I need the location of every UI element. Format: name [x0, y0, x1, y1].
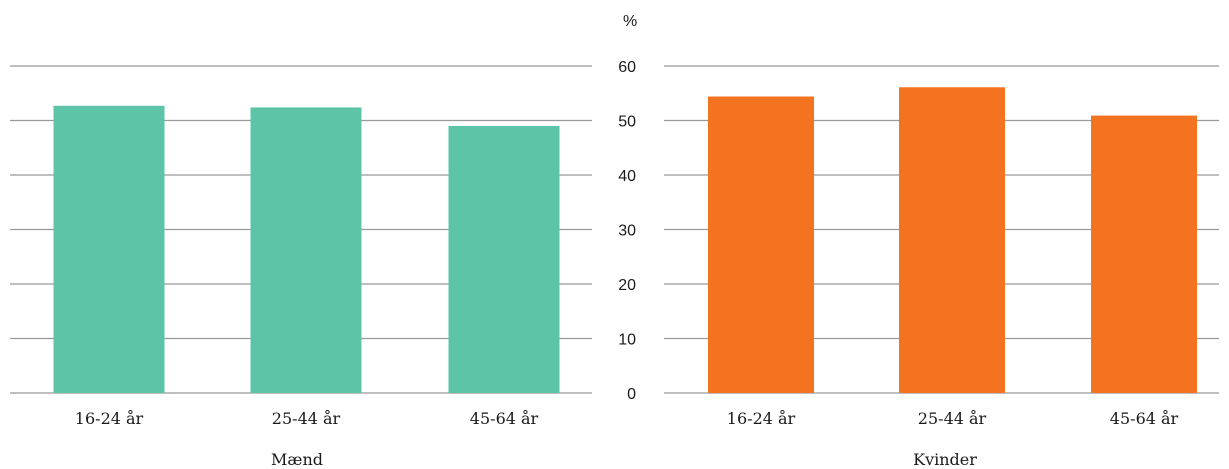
panel-maend: 16-24 år 25-44 år 45-64 år Mænd	[10, 65, 592, 469]
bars	[708, 87, 1197, 394]
bars	[53, 105, 560, 394]
x-tick-label: 16-24 år	[75, 409, 144, 428]
bar	[448, 125, 560, 393]
y-tick-label: 60	[618, 59, 636, 76]
x-tick-label: 25-44 år	[918, 409, 987, 428]
y-axis-unit-label: %	[623, 13, 637, 30]
x-tick-label: 45-64 år	[1110, 409, 1179, 428]
panel-title-kvinder: Kvinder	[913, 450, 977, 469]
bar	[1091, 115, 1197, 393]
y-tick-label: 50	[618, 114, 636, 131]
x-tick-label: 25-44 år	[272, 409, 341, 428]
y-tick-label: 0	[627, 386, 636, 403]
bar	[899, 87, 1005, 393]
panel-kvinder: % 0 10 20 30 40 50 60 16-24 år 25-44 år 45-64 år…	[618, 13, 1219, 469]
panel-title-maend: Mænd	[271, 450, 323, 469]
x-tick-labels: 16-24 år 25-44 år 45-64 år	[727, 409, 1179, 428]
bar	[708, 96, 814, 394]
y-tick-label: 30	[618, 223, 636, 240]
y-tick-label: 20	[618, 277, 636, 294]
x-tick-label: 45-64 år	[470, 409, 539, 428]
x-tick-label: 16-24 år	[727, 409, 796, 428]
y-tick-label: 40	[618, 168, 636, 185]
bar	[250, 107, 362, 394]
y-tick-labels: 0 10 20 30 40 50 60	[618, 59, 636, 403]
y-tick-label: 10	[618, 332, 636, 349]
x-tick-labels: 16-24 år 25-44 år 45-64 år	[75, 409, 539, 428]
bar	[53, 105, 165, 393]
